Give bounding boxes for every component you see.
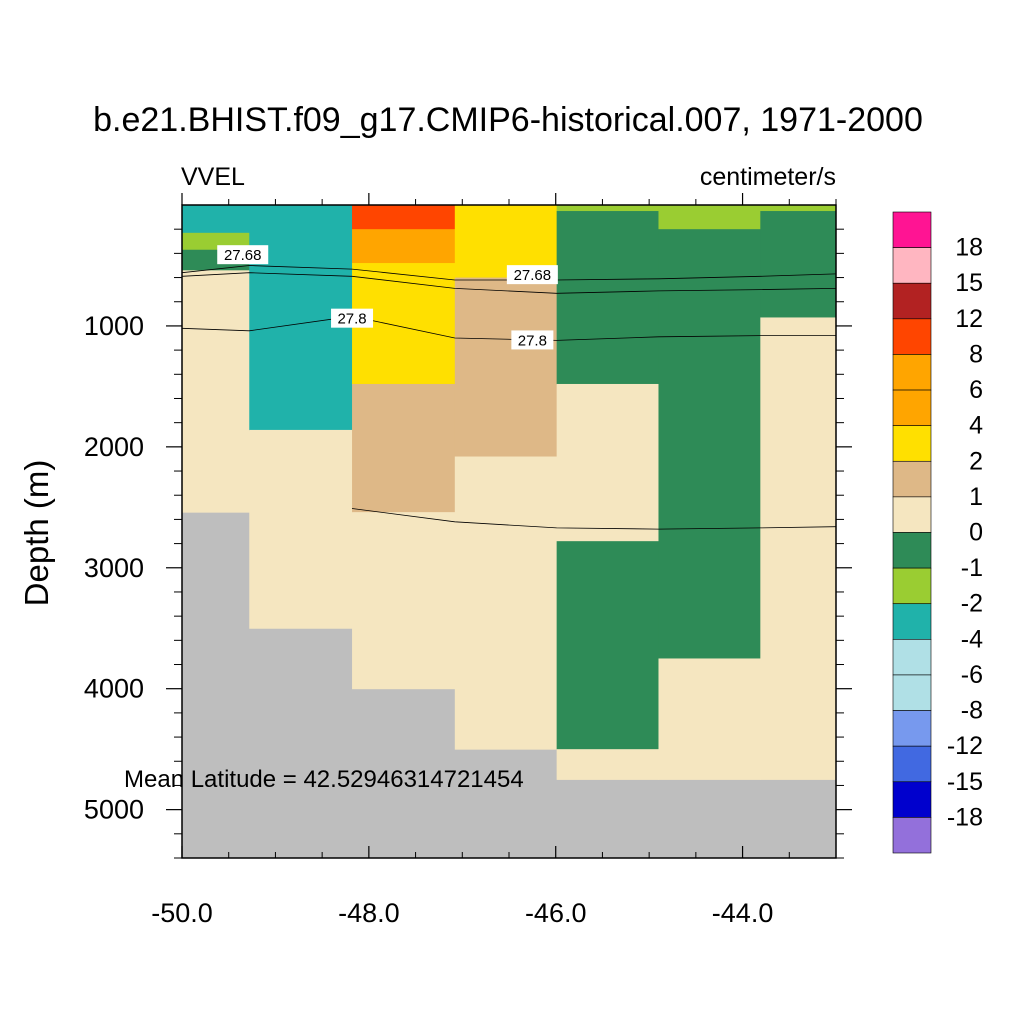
x-tick-label: -50.0 xyxy=(151,898,213,928)
heatmap-cell-4-3 xyxy=(556,541,659,750)
colorbar-swatch-9 xyxy=(892,532,932,569)
y-tick-label: 3000 xyxy=(84,553,144,583)
colorbar-swatch-1 xyxy=(892,247,932,284)
colorbar-label: 1 xyxy=(969,483,983,511)
colorbar-label: -18 xyxy=(947,803,983,831)
heatmap-cell-2-0 xyxy=(352,205,456,230)
colorbar-label: 0 xyxy=(969,519,983,547)
colorbar-label: 4 xyxy=(969,412,983,440)
heatmap-cell-6-0 xyxy=(760,205,837,212)
colorbar-swatch-3 xyxy=(892,318,932,355)
heatmap-cell-4-2 xyxy=(556,383,659,542)
heatmap-cell-5-0 xyxy=(658,205,761,212)
x-tick-label: -46.0 xyxy=(525,898,587,928)
contour-label-bg-2-1 xyxy=(511,330,554,350)
heatmap-cell-5-2 xyxy=(658,229,761,659)
colorbar-swatch-17 xyxy=(892,817,932,854)
colorbar-swatch-14 xyxy=(892,710,932,747)
contour-line-3 xyxy=(351,508,837,530)
colorbar-label: -2 xyxy=(961,590,983,618)
y-tick-label: 2000 xyxy=(84,432,144,462)
colorbar-label: -12 xyxy=(947,732,983,760)
axes-layer: -50.0 -48.0 -46.0 -44.0 1000 2000 3000 4000 5000 xyxy=(84,193,852,928)
heatmap-cell-3-1 xyxy=(454,277,558,458)
contour-label-0-1: 27.68 xyxy=(514,267,552,284)
colorbar-swatch-4 xyxy=(892,354,932,391)
colorbar-label: 2 xyxy=(969,447,983,475)
heatmap-cell-4-0 xyxy=(556,205,659,212)
colorbar-label: -15 xyxy=(947,768,983,796)
heatmap-cell-4-1 xyxy=(556,211,659,385)
y-tick-label: 1000 xyxy=(84,311,144,341)
colorbar-label: -8 xyxy=(961,697,983,725)
mean-latitude-annotation: Mean Latitude = 42.52946314721454 xyxy=(124,766,524,793)
colorbar-swatch-12 xyxy=(892,639,932,676)
contour-label-bg-0-1 xyxy=(506,265,558,285)
heatmap-cell-6-1 xyxy=(760,211,837,318)
colorbar-swatch-0 xyxy=(892,211,932,248)
contour-line-2 xyxy=(181,315,836,341)
contour-line-0 xyxy=(181,265,837,281)
heatmap-cell-5-1 xyxy=(658,211,761,230)
y-axis-label: Depth (m) xyxy=(18,460,55,607)
heatmap-cell-6-2 xyxy=(760,317,837,780)
heatmap-cell-2-4 xyxy=(352,512,456,690)
contour-line-1 xyxy=(181,272,837,294)
colorbar: 18 15 12 8 6 4 2 1 0 -1 -2 -4 -6 -8 -12 -15 -18 xyxy=(892,211,983,854)
contour-label-2-0: 27.8 xyxy=(337,311,366,328)
colorbar-label: -6 xyxy=(961,661,983,689)
x-tick-label: -44.0 xyxy=(712,898,774,928)
heatmap-cell-1-1 xyxy=(249,429,353,629)
colorbar-label: 8 xyxy=(969,340,983,368)
variable-label: VVEL xyxy=(181,163,245,191)
heatmap-cell-2-1 xyxy=(352,229,456,264)
colorbar-label: 15 xyxy=(955,269,983,297)
contour-label-bg-2-0 xyxy=(331,308,374,328)
y-tick-label: 4000 xyxy=(84,674,144,704)
heatmap-cell-0-0 xyxy=(182,205,250,234)
colorbar-swatch-16 xyxy=(892,781,932,818)
colorbar-swatch-10 xyxy=(892,567,932,605)
contour-label-2-1: 27.8 xyxy=(518,332,547,349)
colorbar-swatch-2 xyxy=(892,282,932,320)
heatmap-cell-0-3 xyxy=(182,270,250,513)
chart-title: b.e21.BHIST.f09_g17.CMIP6-historical.007… xyxy=(93,101,923,139)
heatmap-cell-4-4 xyxy=(556,749,659,780)
colorbar-swatch-11 xyxy=(892,603,932,640)
y-tick-label: 5000 xyxy=(84,795,144,825)
plot-area xyxy=(182,205,837,858)
colorbar-swatch-13 xyxy=(892,674,932,711)
heatmap-cell-2-3 xyxy=(352,383,456,513)
colorbar-label: 6 xyxy=(969,376,983,404)
colorbar-swatch-7 xyxy=(892,460,932,498)
colorbar-swatch-8 xyxy=(892,496,932,533)
colorbar-label: 12 xyxy=(955,305,983,333)
colorbar-label: -4 xyxy=(961,625,983,653)
colorbar-swatch-5 xyxy=(892,389,932,426)
heatmap-cell-5-3 xyxy=(658,658,761,780)
colorbar-swatch-15 xyxy=(892,745,932,783)
colorbar-label: -1 xyxy=(961,554,983,582)
x-tick-label: -48.0 xyxy=(338,898,400,928)
colorbar-swatch-6 xyxy=(892,425,932,462)
contour-label-bg-0-0 xyxy=(217,245,269,265)
heatmap-cell-3-2 xyxy=(454,456,558,750)
colorbar-label: 18 xyxy=(955,234,983,262)
units-label: centimeter/s xyxy=(700,163,836,191)
contour-label-0-0: 27.68 xyxy=(224,247,262,264)
contour-layer: 27.68 27.68 27.8 27.8 xyxy=(181,245,837,530)
